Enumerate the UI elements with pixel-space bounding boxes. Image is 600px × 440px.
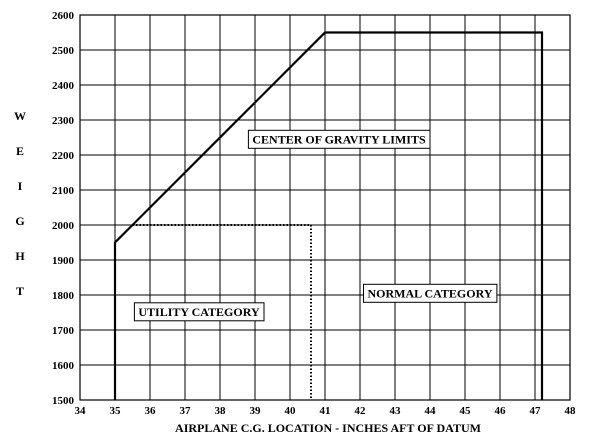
x-tick-label: 39 — [250, 405, 262, 417]
y-tick-label: 2300 — [52, 115, 75, 127]
x-tick-label: 45 — [460, 405, 472, 417]
x-tick-label: 41 — [320, 405, 331, 417]
y-tick-label: 2200 — [52, 150, 75, 162]
y-axis-label-letter: H — [15, 249, 25, 263]
annotation-box — [363, 283, 498, 303]
y-axis-label-letter: E — [16, 144, 24, 158]
x-tick-label: 44 — [425, 405, 437, 417]
y-axis-label-letter: T — [16, 284, 24, 298]
grid — [79, 14, 571, 401]
y-tick-label: 1900 — [52, 255, 75, 267]
y-tick-label: 2400 — [52, 80, 75, 92]
utility-category-limit-line — [132, 224, 312, 400]
y-tick-label: 1700 — [52, 325, 75, 337]
annotations: CENTER OF GRAVITY LIMITS NORMAL CATEGORY U… — [133, 129, 498, 322]
x-tick-label: 35 — [110, 405, 122, 417]
y-axis-label-letter: I — [18, 179, 23, 193]
y-tick-label: 1600 — [52, 360, 75, 372]
y-tick-label: 1500 — [52, 395, 75, 407]
x-tick-label: 36 — [145, 405, 157, 417]
x-tick-label: 46 — [495, 405, 507, 417]
y-tick-label: 2000 — [52, 220, 75, 232]
y-tick-label: 2100 — [52, 185, 75, 197]
y-axis-label-letter: G — [15, 214, 24, 228]
x-tick-label: 38 — [215, 405, 227, 417]
y-axis-label-letter: W — [14, 109, 26, 123]
plot-border — [79, 14, 571, 401]
x-axis-label: AIRPLANE C.G. LOCATION - INCHES AFT OF D… — [175, 421, 481, 435]
x-tick-label: 43 — [390, 405, 402, 417]
tick-labels: 34 35 36 37 38 39 40 41 42 43 44 45 46 47 48 1500 1600 17… — [52, 10, 576, 417]
annotation-label: NORMAL CATEGORY — [367, 286, 492, 300]
series-lines — [113, 31, 544, 400]
y-tick-label: 2500 — [52, 45, 75, 57]
cg-envelope-line — [113, 31, 544, 400]
annotation-box — [247, 129, 431, 149]
annotation-box — [133, 302, 265, 322]
annotation-label: CENTER OF GRAVITY LIMITS — [252, 132, 426, 146]
y-tick-label: 1800 — [52, 290, 75, 302]
annotation-label: UTILITY CATEGORY — [138, 305, 260, 319]
x-tick-label: 34 — [75, 405, 87, 417]
x-tick-label: 37 — [180, 405, 192, 417]
x-tick-label: 42 — [355, 405, 367, 417]
y-tick-label: 2600 — [52, 10, 75, 22]
x-tick-label: 40 — [285, 405, 297, 417]
x-tick-label: 48 — [565, 405, 577, 417]
x-tick-label: 47 — [530, 405, 542, 417]
y-axis-label: W E I G H T — [14, 109, 26, 298]
